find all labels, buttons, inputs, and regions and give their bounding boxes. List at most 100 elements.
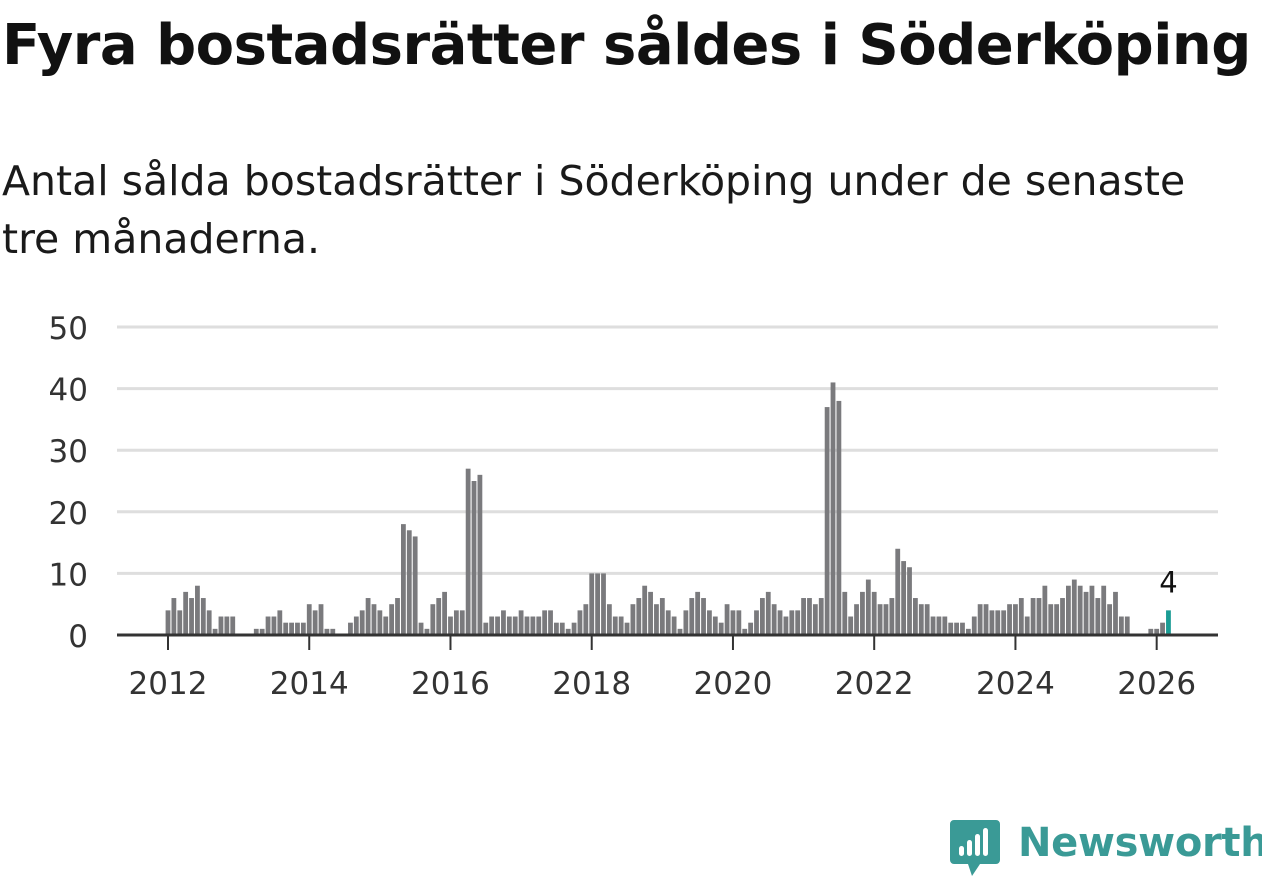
bar bbox=[430, 604, 436, 635]
bar bbox=[253, 628, 259, 635]
bar bbox=[1060, 598, 1065, 635]
bar bbox=[842, 591, 848, 635]
bar bbox=[371, 604, 377, 635]
bar bbox=[489, 616, 495, 635]
bar bbox=[259, 628, 265, 635]
axes bbox=[117, 633, 1218, 650]
bar bbox=[277, 610, 283, 635]
bar bbox=[559, 622, 565, 635]
bar bbox=[736, 610, 742, 635]
bar bbox=[477, 474, 483, 635]
bar bbox=[1077, 585, 1083, 635]
bar bbox=[412, 536, 418, 635]
bar bbox=[577, 610, 583, 635]
bar bbox=[701, 598, 706, 635]
bar bbox=[1001, 610, 1007, 635]
y-tick-label: 10 bbox=[49, 557, 88, 593]
bar bbox=[512, 616, 518, 635]
y-tick-label: 40 bbox=[49, 373, 88, 409]
x-tick-label: 2024 bbox=[976, 666, 1055, 702]
bar bbox=[677, 628, 683, 635]
bar bbox=[1095, 598, 1101, 635]
bar bbox=[518, 610, 524, 635]
bar bbox=[989, 610, 995, 635]
bar bbox=[218, 616, 224, 635]
bar bbox=[442, 591, 447, 635]
bar bbox=[177, 610, 183, 635]
bar bbox=[465, 468, 471, 635]
bar bbox=[1071, 579, 1077, 635]
bar bbox=[359, 610, 365, 635]
bar bbox=[1048, 604, 1054, 635]
x-tick-label: 2022 bbox=[835, 666, 914, 702]
bar bbox=[771, 604, 777, 635]
bar bbox=[589, 573, 595, 635]
bar-highlight bbox=[1166, 610, 1171, 635]
bar bbox=[707, 610, 712, 635]
bar bbox=[765, 591, 771, 635]
bar bbox=[1066, 585, 1071, 635]
bar bbox=[848, 616, 854, 635]
bar bbox=[565, 628, 571, 635]
bar bbox=[542, 610, 548, 635]
bar bbox=[871, 591, 877, 635]
bar bbox=[1107, 604, 1112, 635]
bar bbox=[224, 616, 230, 635]
newsworthy-logo-text: Newsworthy bbox=[1018, 820, 1262, 866]
bar bbox=[406, 530, 412, 635]
bar bbox=[1024, 616, 1030, 635]
bar bbox=[389, 604, 395, 635]
bar bbox=[265, 616, 271, 635]
bar bbox=[901, 561, 907, 635]
bar bbox=[854, 604, 859, 635]
bar bbox=[954, 622, 959, 635]
chart-subtitle: Antal sålda bostadsrätter i Söderköping … bbox=[2, 157, 1186, 263]
bar bbox=[930, 616, 936, 635]
bar bbox=[206, 610, 212, 635]
bar bbox=[830, 382, 836, 635]
x-tick-label: 2016 bbox=[411, 666, 490, 702]
bar bbox=[913, 598, 918, 635]
bar bbox=[936, 616, 942, 635]
bar bbox=[1030, 598, 1036, 635]
labels: 0 10 20 30 40 50 4 2012 2014 2016 2018 2020 2022 2024… bbox=[49, 311, 1197, 702]
bar bbox=[471, 481, 477, 635]
bar bbox=[306, 604, 312, 635]
newsworthy-logo[interactable]: Newsworthy bbox=[950, 818, 1262, 878]
bar bbox=[865, 579, 871, 635]
bar bbox=[536, 616, 542, 635]
bar bbox=[212, 628, 218, 635]
bar bbox=[606, 604, 612, 635]
bar bbox=[195, 585, 200, 635]
bar bbox=[271, 616, 277, 635]
bar bbox=[312, 610, 318, 635]
bar bbox=[960, 622, 965, 635]
bar bbox=[671, 616, 677, 635]
bar bbox=[506, 616, 512, 635]
bar bbox=[801, 598, 806, 635]
bar bbox=[200, 598, 206, 635]
bar bbox=[777, 610, 783, 635]
bar bbox=[165, 610, 171, 635]
bar bbox=[895, 548, 901, 635]
bar bbox=[424, 628, 430, 635]
bar bbox=[395, 598, 400, 635]
bar bbox=[436, 598, 442, 635]
bar bbox=[300, 622, 306, 635]
bar bbox=[665, 610, 671, 635]
bar bbox=[183, 591, 189, 635]
bar bbox=[877, 604, 883, 635]
bar bbox=[642, 585, 648, 635]
bar bbox=[1118, 616, 1124, 635]
bar bbox=[807, 598, 812, 635]
x-tick-label: 2026 bbox=[1117, 666, 1196, 702]
bar bbox=[230, 616, 236, 635]
y-tick-label: 20 bbox=[49, 496, 88, 532]
bar bbox=[1013, 604, 1018, 635]
bar bbox=[353, 616, 359, 635]
bar bbox=[453, 610, 459, 635]
bar bbox=[1054, 604, 1060, 635]
bar bbox=[977, 604, 983, 635]
bar bbox=[907, 567, 912, 635]
bar bbox=[995, 610, 1001, 635]
